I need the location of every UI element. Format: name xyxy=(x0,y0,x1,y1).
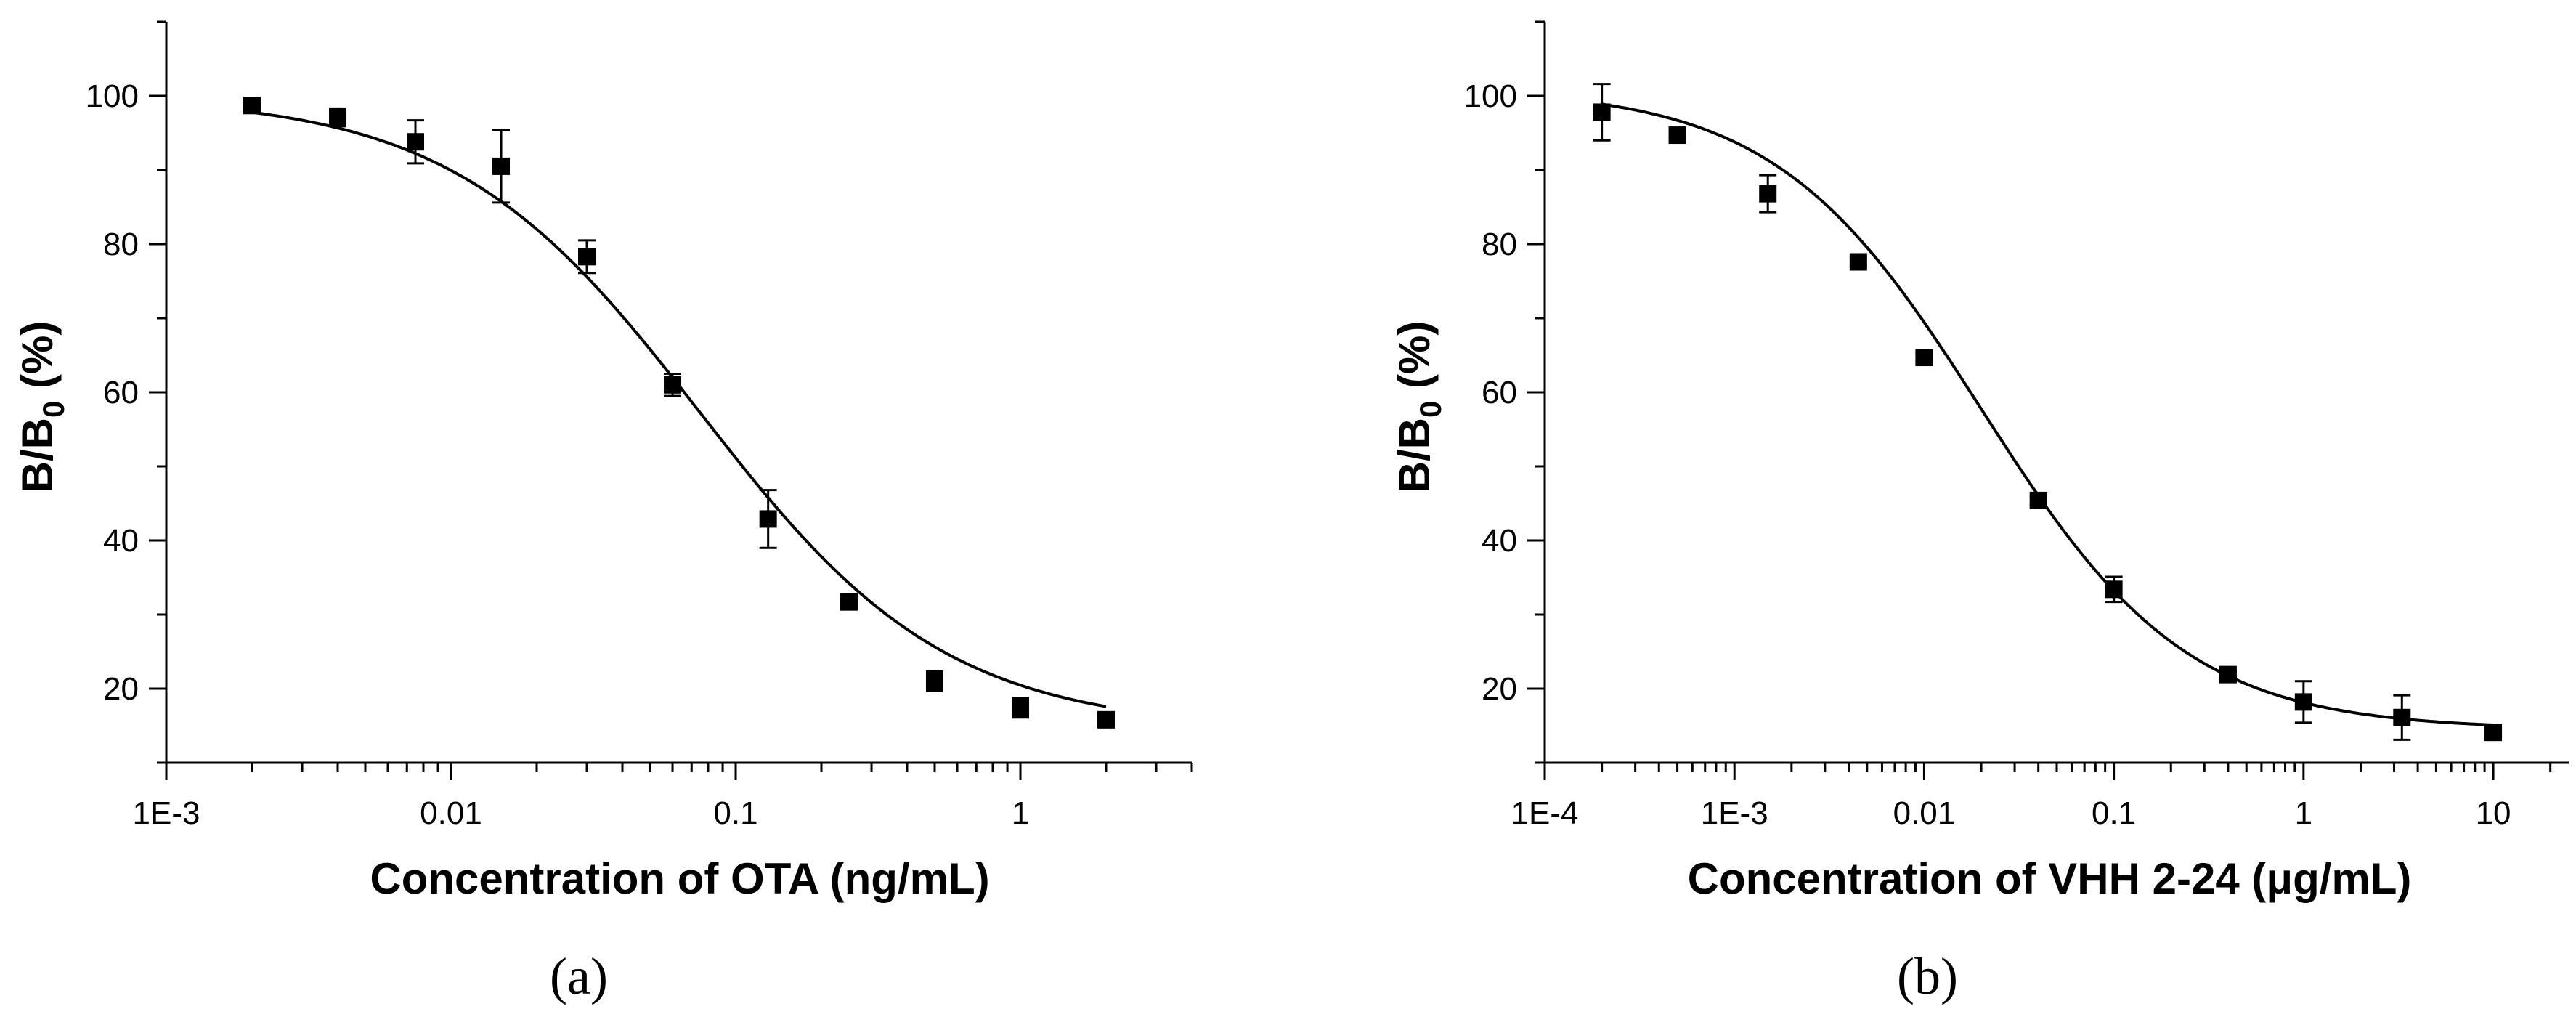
y-tick-label-b: 100 xyxy=(1464,78,1517,114)
chart-panel-b: 20 40 60 80 100 1E-4 1E-3 0.01 0.1 1 10 Concentrat… xyxy=(1390,20,2569,1005)
y-axis-title-suffix-a: (%) xyxy=(13,321,62,401)
data-point-b xyxy=(2219,665,2237,684)
y-tick-label-a: 60 xyxy=(103,375,139,410)
chart-panel-a: 20 40 60 80 100 1E-3 0.01 0.1 1 Concentration of… xyxy=(13,20,1193,1005)
y-tick-label-a: 100 xyxy=(86,78,139,114)
panel-label-b: (b) xyxy=(1897,947,1958,1005)
x-tick-label-a: 0.01 xyxy=(420,795,482,831)
y-tick-label-b: 60 xyxy=(1482,375,1517,410)
y-axis-title-a: B/B0 (%) xyxy=(13,321,70,493)
y-axis-title-b: B/B0 (%) xyxy=(1390,321,1447,493)
y-tick-label-b: 80 xyxy=(1482,227,1517,262)
x-axis-title-b: Concentration of VHH 2-24 (μg/mL) xyxy=(1688,854,2412,903)
x-tick-label-a: 1 xyxy=(1012,795,1029,831)
x-tick-label-b: 1E-4 xyxy=(1511,795,1579,831)
y-axis-title-main-b: B/B xyxy=(1390,418,1439,493)
x-tick-label-b: 0.1 xyxy=(2092,795,2136,831)
x-tick-label-b: 1E-3 xyxy=(1701,795,1768,831)
data-point-a xyxy=(925,672,943,690)
panel-label-a: (a) xyxy=(550,947,608,1005)
y-axis-title-main-a: B/B xyxy=(13,418,62,493)
plot-area-a: 20 40 60 80 100 1E-3 0.01 0.1 1 xyxy=(86,20,1193,831)
x-axis-title-a: Concentration of OTA (ng/mL) xyxy=(370,854,989,903)
data-point-b xyxy=(1593,103,1611,121)
data-point-a xyxy=(578,248,596,266)
data-point-a xyxy=(243,97,261,115)
data-point-a xyxy=(329,108,347,126)
fit-curve-a xyxy=(251,110,1107,708)
data-point-b xyxy=(1668,126,1686,145)
data-point-b xyxy=(2105,580,2123,599)
x-tick-label-b: 10 xyxy=(2476,795,2511,831)
fit-curve-b xyxy=(1601,102,2494,726)
data-point-a xyxy=(759,510,777,528)
data-point-a xyxy=(1011,699,1029,717)
y-tick-label-a: 20 xyxy=(103,671,139,707)
x-tick-label-b: 1 xyxy=(2295,795,2312,831)
data-point-b xyxy=(1849,253,1867,271)
y-axis-title-suffix-b: (%) xyxy=(1390,321,1439,401)
x-tick-label-a: 1E-3 xyxy=(133,795,200,831)
data-point-a xyxy=(492,157,511,175)
data-point-b xyxy=(2029,491,2047,509)
data-point-b xyxy=(1759,185,1777,203)
data-point-b xyxy=(2484,724,2503,742)
y-axis-title-subscript-a: 0 xyxy=(36,401,70,418)
y-axis-title-subscript-b: 0 xyxy=(1413,401,1447,418)
plot-area-b: 20 40 60 80 100 1E-4 1E-3 0.01 0.1 1 10 xyxy=(1464,20,2569,831)
y-tick-label-a: 80 xyxy=(103,227,139,262)
data-point-b xyxy=(2294,693,2312,711)
data-point-b xyxy=(1915,349,1933,367)
y-tick-label-b: 40 xyxy=(1482,523,1517,559)
data-point-b xyxy=(2393,708,2411,726)
data-point-a xyxy=(1097,710,1115,729)
y-tick-label-b: 20 xyxy=(1482,671,1517,707)
x-tick-label-b: 0.01 xyxy=(1893,795,1956,831)
data-point-a xyxy=(664,376,682,394)
data-point-a xyxy=(840,593,858,611)
y-tick-label-a: 40 xyxy=(103,523,139,559)
data-point-a xyxy=(407,133,425,151)
x-tick-label-a: 0.1 xyxy=(713,795,757,831)
